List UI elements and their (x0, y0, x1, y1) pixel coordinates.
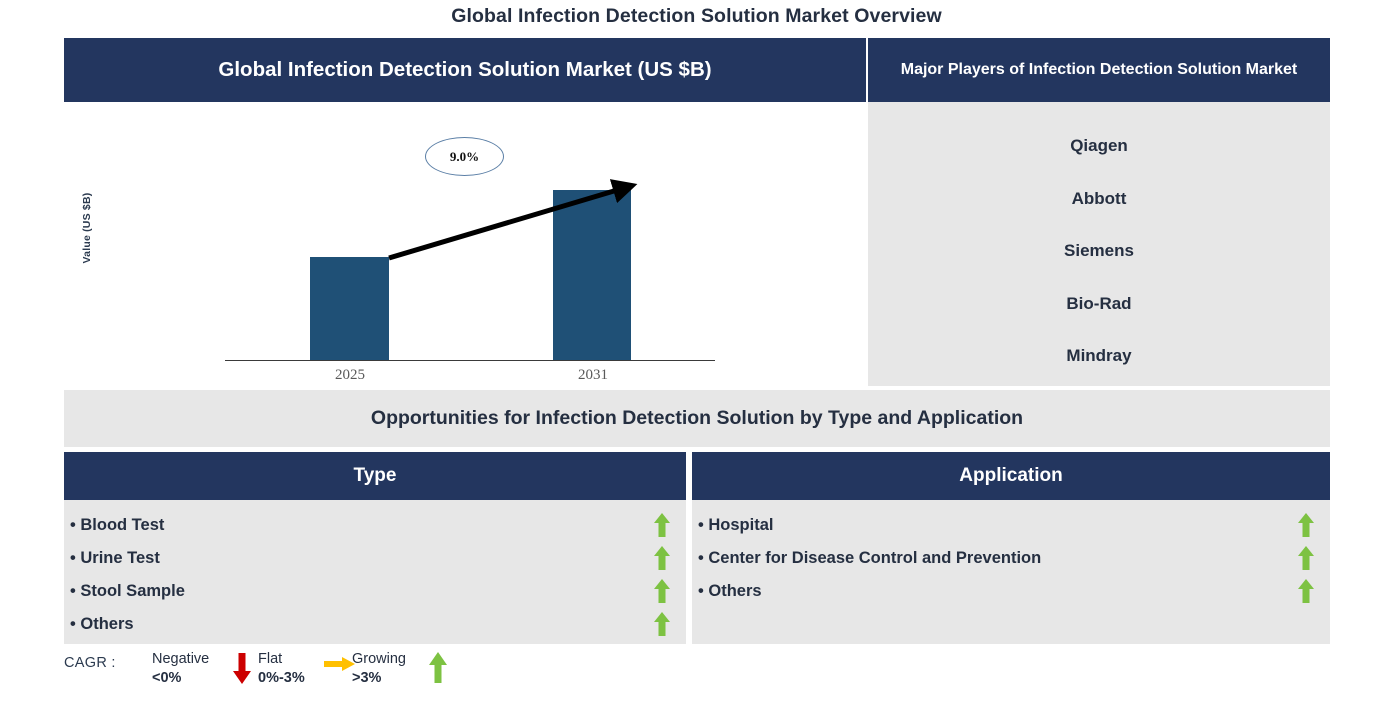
list-item: Siemens (1064, 241, 1134, 260)
chart-plot-area: Value (US $B) 2025 2031 9.0% Source : Lu… (64, 102, 866, 415)
legend-growing-name: Growing (352, 651, 406, 667)
application-panel: Application • Hospital • Center for Dise… (692, 452, 1330, 644)
arrow-up-icon (426, 651, 450, 685)
type-item-label: • Urine Test (70, 549, 160, 567)
arrow-up-icon (652, 578, 672, 604)
players-list: Qiagen Abbott Siemens Bio-Rad Mindray (868, 102, 1330, 386)
application-item-label: • Others (698, 582, 762, 600)
page-title: Global Infection Detection Solution Mark… (451, 5, 942, 27)
major-players-panel: Major Players of Infection Detection Sol… (868, 38, 1330, 386)
list-item: • Center for Disease Control and Prevent… (692, 542, 1330, 575)
opportunities-band-title: Opportunities for Infection Detection So… (64, 390, 1330, 447)
list-item: • Blood Test (64, 509, 686, 542)
chart-x-axis-line (225, 360, 715, 362)
list-item: • Stool Sample (64, 575, 686, 608)
arrow-up-icon (1296, 578, 1316, 604)
cagr-value-bubble: 9.0% (425, 137, 504, 176)
type-list: • Blood Test • Urine Test • Stool Sample… (64, 500, 686, 644)
bar-2031 (553, 190, 631, 360)
cagr-legend: CAGR : Negative <0% Flat 0%-3% Growing >… (64, 650, 484, 696)
list-item: Mindray (1066, 346, 1132, 365)
list-item: • Others (64, 608, 686, 641)
list-item: • Hospital (692, 509, 1330, 542)
players-panel-header: Major Players of Infection Detection Sol… (868, 38, 1330, 102)
legend-item-flat: Flat 0%-3% (258, 650, 305, 687)
legend-flat-range: 0%-3% (258, 669, 305, 686)
legend-negative-range: <0% (152, 669, 182, 686)
x-tick-label-2031: 2031 (578, 367, 608, 383)
arrow-up-icon (652, 545, 672, 571)
list-item: Abbott (1071, 188, 1127, 208)
arrow-up-icon (1296, 545, 1316, 571)
x-tick-label-2025: 2025 (335, 367, 365, 383)
bar-2025 (310, 257, 389, 360)
cagr-legend-title: CAGR : (64, 655, 116, 671)
chart-y-axis-label: Value (US $B) (81, 192, 93, 264)
type-panel: Type • Blood Test • Urine Test • Stool S… (64, 452, 686, 644)
chart-panel-header: Global Infection Detection Solution Mark… (64, 38, 866, 102)
arrow-up-icon (652, 611, 672, 637)
market-chart-panel: Global Infection Detection Solution Mark… (64, 38, 866, 415)
application-list: • Hospital • Center for Disease Control … (692, 500, 1330, 644)
legend-growing-range: >3% (352, 669, 382, 686)
type-item-label: • Stool Sample (70, 582, 185, 600)
type-item-label: • Blood Test (70, 516, 165, 534)
type-item-label: • Others (70, 615, 134, 633)
list-item: Bio-Rad (1066, 293, 1132, 313)
arrow-up-icon (652, 512, 672, 538)
application-item-label: • Hospital (698, 516, 774, 534)
arrow-down-icon (230, 651, 254, 685)
legend-item-growing: Growing >3% (352, 650, 406, 687)
list-item: Qiagen (1070, 136, 1128, 155)
legend-item-negative: Negative <0% (152, 650, 209, 687)
type-panel-header: Type (64, 452, 686, 500)
application-panel-header: Application (692, 452, 1330, 500)
application-item-label: • Center for Disease Control and Prevent… (698, 549, 1042, 567)
list-item: • Urine Test (64, 542, 686, 575)
list-item: • Others (692, 575, 1330, 608)
arrow-up-icon (1296, 512, 1316, 538)
arrow-right-icon (322, 651, 355, 685)
legend-flat-name: Flat (258, 651, 283, 667)
legend-negative-name: Negative (152, 651, 210, 667)
